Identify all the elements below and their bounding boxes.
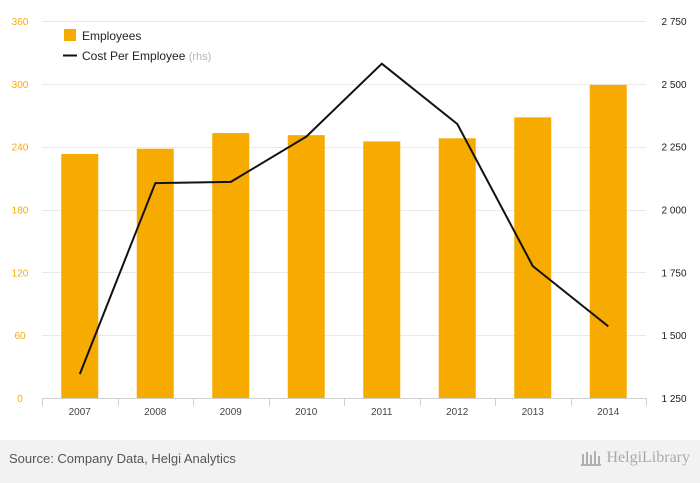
source-text: Source: Company Data, Helgi Analytics <box>9 451 236 466</box>
brand-name: HelgiLibrary <box>606 449 690 466</box>
bar-2010 <box>287 135 325 398</box>
left-tick-label: 120 <box>12 268 29 279</box>
left-tick-label: 60 <box>14 331 26 342</box>
legend-label-cost-per-employee: Cost Per Employee (rhs) <box>82 49 211 63</box>
right-tick-label: 1 500 <box>661 331 686 342</box>
bar-2012 <box>438 138 476 399</box>
left-tick-label: 180 <box>12 206 29 217</box>
right-axis-labels: 1 250 1 500 1 750 2 000 2 250 2 500 2 750 <box>661 17 686 405</box>
bar-2011 <box>363 141 401 399</box>
legend: Employees Cost Per Employee (rhs) <box>63 29 211 63</box>
x-tick-label: 2010 <box>295 407 318 418</box>
bar-2014 <box>589 84 627 398</box>
right-tick-label: 2 750 <box>661 17 686 28</box>
brand: HelgiLibrary <box>580 449 690 467</box>
x-tick-label: 2011 <box>371 407 393 418</box>
x-tick-label: 2013 <box>522 407 545 418</box>
legend-label-employees: Employees <box>82 29 141 43</box>
bar-2007 <box>61 153 99 398</box>
legend-swatch-employees <box>64 29 76 41</box>
x-tick-label: 2009 <box>220 407 243 418</box>
right-tick-label: 2 000 <box>661 206 686 217</box>
line-series-cost-per-employee <box>78 62 609 375</box>
left-tick-label: 240 <box>12 143 29 154</box>
legend-rhs-note: (rhs) <box>189 51 212 63</box>
left-tick-label: 300 <box>12 80 29 91</box>
x-tick-label: 2008 <box>144 407 167 418</box>
x-axis: 2007 2008 2009 2010 2011 2012 2013 2014 <box>42 398 647 418</box>
x-tick-label: 2014 <box>597 407 620 418</box>
bar-2008 <box>136 148 174 398</box>
left-axis-labels: 0 60 120 180 240 300 360 <box>12 17 29 405</box>
left-tick-label: 0 <box>17 394 23 405</box>
right-tick-label: 2 500 <box>661 80 686 91</box>
left-tick-label: 360 <box>12 17 29 28</box>
right-tick-label: 1 750 <box>661 268 686 279</box>
gridlines <box>42 21 646 399</box>
bar-series-employees <box>61 84 627 399</box>
combo-chart: 0 60 120 180 240 300 360 1 250 1 500 1 750 2 000 2… <box>12 17 687 418</box>
right-tick-label: 2 250 <box>661 143 686 154</box>
footer: Source: Company Data, Helgi Analytics He… <box>0 440 700 483</box>
right-tick-label: 1 250 <box>661 394 686 405</box>
library-logo-icon <box>581 451 602 466</box>
bar-2009 <box>212 133 250 398</box>
x-tick-label: 2007 <box>69 407 92 418</box>
line-path <box>78 62 609 375</box>
bar-2013 <box>514 117 552 398</box>
x-tick-label: 2012 <box>446 407 469 418</box>
